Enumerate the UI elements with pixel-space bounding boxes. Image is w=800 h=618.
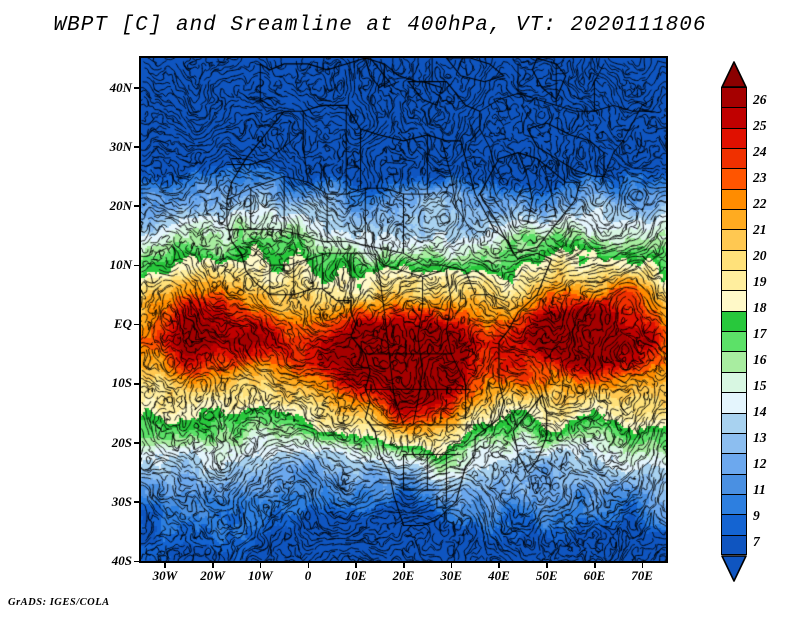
colorbar-segment [721, 453, 747, 474]
colorbar-segment [721, 229, 747, 250]
colorbar-segment [721, 148, 747, 169]
colorbar-tick-label: 21 [753, 222, 767, 237]
x-axis-tick-label: 10E [344, 568, 367, 583]
colorbar-segments [721, 87, 747, 555]
y-axis-tick-mark [134, 501, 139, 503]
y-axis-tick-label: 40S [111, 553, 132, 568]
y-axis-tick-label: 10S [111, 375, 132, 391]
colorbar-tick-label: 14 [753, 404, 767, 419]
colorbar-tick-label: 20 [753, 248, 767, 263]
colorbar-tick-label: 26 [753, 92, 767, 107]
colorbar-tick-label: 15 [753, 378, 767, 393]
colorbar: 26 25 24 23 22 21 20 19 18 17 16 15 14 13 12 11 9 7 [712, 56, 800, 582]
x-axis-tick-mark [355, 563, 357, 568]
y-axis-tick-label: 20S [111, 434, 132, 450]
colorbar-tick-label: 11 [753, 482, 766, 497]
page-title: WBPT [C] and Sreamline at 400hPa, VT: 20… [53, 14, 707, 37]
y-axis-tick-mark [134, 560, 139, 563]
y-axis-tick-mark [134, 205, 139, 208]
y-axis-tick-mark [134, 442, 139, 444]
colorbar-segment [721, 270, 747, 291]
colorbar-tick-label: 24 [753, 144, 767, 159]
colorbar-segment [721, 168, 747, 189]
y-axis-tick-mark [134, 382, 139, 385]
x-axis-tick-mark [259, 563, 262, 568]
y-axis-tick-label: 20N [109, 197, 132, 213]
y-axis-tick-label: EQ [113, 316, 132, 332]
x-axis-tick-label: 0 [304, 568, 312, 583]
colorbar-tick-label: 13 [753, 430, 767, 445]
x-axis-tick-label: 30W [152, 568, 178, 583]
x-axis-tick-mark [641, 563, 644, 568]
footer-credit: GrADS: IGES/COLA [8, 597, 110, 608]
colorbar-segment [721, 127, 747, 149]
x-axis-tick-mark [403, 563, 405, 568]
y-axis-tick-mark [134, 87, 139, 89]
x-axis-tick-mark [450, 563, 453, 568]
wbpt-streamline-map [141, 58, 666, 561]
colorbar-segment [721, 87, 747, 108]
colorbar-segment [721, 107, 747, 128]
x-axis-tick-label: 50E [535, 568, 558, 583]
y-axis-tick-mark [134, 146, 139, 148]
map-plot-frame [139, 56, 668, 563]
colorbar-segment [721, 290, 747, 311]
colorbar-segment [721, 331, 747, 352]
x-axis-tick-mark [498, 563, 501, 568]
colorbar-segment [721, 392, 747, 413]
x-axis-tick-label: 20W [200, 568, 225, 583]
y-axis-tick-label: 10N [109, 257, 132, 273]
x-axis-tick-mark [164, 563, 166, 568]
colorbar-segment [721, 188, 747, 210]
y-axis-tick-label: 40N [109, 79, 132, 95]
colorbar-extend-bottom-arrow [721, 555, 747, 582]
colorbar-tick-label: 16 [753, 352, 767, 367]
colorbar-segment [721, 432, 747, 454]
colorbar-tick-label: 19 [753, 274, 767, 289]
x-axis-tick-label: 70E [631, 568, 653, 583]
colorbar-segment [721, 371, 747, 393]
colorbar-segment [721, 249, 747, 271]
x-axis-tick-label: 20E [392, 568, 415, 583]
y-axis-tick-label: 30N [109, 138, 132, 154]
colorbar-tick-label: 9 [753, 508, 760, 523]
colorbar-tick-label: 12 [753, 456, 767, 471]
x-axis-tick-mark [307, 563, 310, 568]
colorbar-tick-label: 18 [753, 300, 767, 315]
colorbar-segment [721, 473, 747, 494]
colorbar-extend-top-arrow [721, 61, 747, 88]
colorbar-segment [721, 351, 747, 372]
y-axis-tick-label: 30S [111, 493, 132, 509]
colorbar-segment [721, 514, 747, 535]
x-axis-tick-label: 60E [583, 568, 606, 583]
colorbar-tick-label: 17 [753, 326, 767, 341]
y-axis-tick-mark [134, 264, 139, 267]
colorbar-segment [721, 310, 747, 332]
colorbar-segment [721, 209, 747, 230]
colorbar-tick-label: 25 [753, 118, 767, 133]
colorbar-segment [721, 534, 747, 555]
x-axis-tick-mark [593, 563, 596, 568]
x-axis-tick-label: 10W [248, 568, 273, 583]
x-axis-tick-label: 40E [488, 568, 510, 583]
colorbar-segment [721, 412, 747, 433]
y-axis-tick-mark [134, 323, 139, 326]
x-axis-tick-label: 30E [440, 568, 463, 583]
x-axis-tick-mark [212, 563, 214, 568]
colorbar-tick-label: 22 [753, 196, 767, 211]
colorbar-tick-label: 23 [753, 170, 767, 185]
x-axis-tick-mark [546, 563, 548, 568]
colorbar-tick-label: 7 [753, 534, 760, 549]
colorbar-segment [721, 493, 747, 515]
